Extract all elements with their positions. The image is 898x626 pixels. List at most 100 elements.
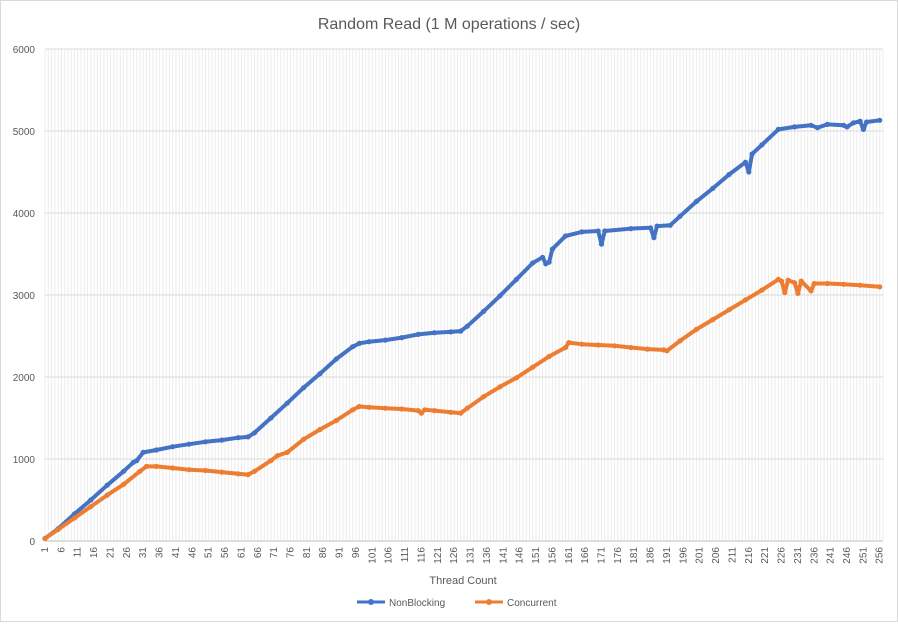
chart-title: Random Read (1 M operations / sec): [318, 16, 580, 33]
data-point-nonblocking: [693, 198, 700, 205]
data-point-concurrent: [795, 290, 801, 296]
data-point-nonblocking: [595, 228, 601, 234]
data-point-concurrent: [366, 404, 372, 410]
data-point-concurrent: [710, 317, 716, 323]
y-tick-label: 3000: [13, 291, 36, 302]
x-tick-label: 226: [777, 547, 788, 564]
data-point-nonblocking: [219, 437, 225, 443]
data-point-concurrent: [595, 342, 601, 348]
x-axis-ticks: 1 6 11 16 21 26 31 36 41 46 51 56 61 66 71 76 81 86 91 96 10…: [40, 547, 886, 564]
data-point-concurrent: [808, 288, 814, 294]
legend-swatch-marker: [368, 599, 374, 605]
data-point-concurrent: [481, 394, 487, 400]
x-tick-label: 131: [466, 547, 477, 564]
y-tick-label: 1000: [13, 455, 36, 466]
data-point-nonblocking: [268, 415, 274, 421]
data-point-concurrent: [186, 467, 192, 473]
data-point-nonblocking: [415, 331, 421, 337]
data-point-nonblocking: [431, 330, 438, 336]
x-tick-label: 46: [187, 547, 198, 559]
x-tick-label: 66: [253, 547, 264, 559]
data-point-concurrent: [612, 343, 618, 349]
data-point-concurrent: [798, 278, 804, 284]
x-tick-label: 51: [204, 547, 215, 559]
x-tick-label: 151: [531, 547, 542, 564]
data-point-concurrent: [546, 353, 552, 360]
data-point-nonblocking: [235, 435, 241, 441]
data-point-nonblocking: [877, 117, 883, 123]
data-point-concurrent: [513, 375, 520, 381]
x-tick-label: 206: [711, 547, 722, 564]
data-point-nonblocking: [202, 439, 208, 445]
data-point-concurrent: [448, 409, 454, 415]
data-point-concurrent: [562, 344, 569, 351]
data-point-nonblocking: [562, 233, 569, 239]
data-point-nonblocking: [824, 121, 831, 127]
data-point-concurrent: [759, 287, 765, 293]
x-tick-label: 101: [367, 547, 378, 564]
data-point-nonblocking: [857, 118, 863, 124]
data-point-concurrent: [274, 453, 280, 459]
data-point-nonblocking: [850, 120, 857, 126]
data-point-concurrent: [418, 410, 424, 416]
data-point-nonblocking: [530, 260, 536, 266]
x-tick-label: 191: [662, 547, 673, 564]
x-tick-label: 171: [596, 547, 607, 564]
data-point-nonblocking: [186, 441, 192, 447]
data-point-concurrent: [143, 463, 150, 469]
data-point-concurrent: [88, 504, 94, 510]
data-point-nonblocking: [458, 328, 464, 334]
data-point-concurrent: [644, 346, 650, 352]
x-tick-label: 256: [875, 547, 886, 564]
x-tick-label: 81: [302, 547, 313, 559]
x-tick-label: 156: [547, 547, 558, 564]
data-point-nonblocking: [775, 126, 781, 132]
data-point-nonblocking: [121, 468, 127, 474]
data-point-concurrent: [382, 405, 388, 411]
legend-label: NonBlocking: [389, 598, 445, 609]
data-point-nonblocking: [710, 185, 716, 191]
data-point-concurrent: [497, 384, 503, 390]
data-point-nonblocking: [448, 329, 454, 335]
data-point-nonblocking: [245, 434, 251, 440]
x-tick-label: 71: [269, 547, 280, 559]
data-point-nonblocking: [301, 385, 307, 391]
data-point-nonblocking: [579, 229, 585, 235]
y-tick-label: 2000: [13, 373, 36, 384]
data-point-concurrent: [628, 344, 634, 351]
x-axis-title: Thread Count: [429, 575, 496, 587]
data-point-concurrent: [251, 468, 258, 474]
y-axis-ticks: 0 1000 2000 3000 4000 5000 6000: [13, 45, 36, 548]
data-point-concurrent: [579, 341, 585, 347]
x-tick-label: 221: [760, 547, 771, 564]
data-point-nonblocking: [88, 497, 94, 503]
data-point-concurrent: [778, 278, 785, 284]
x-tick-label: 1: [40, 547, 51, 553]
data-point-nonblocking: [481, 308, 487, 314]
x-tick-label: 216: [744, 547, 755, 564]
data-point-concurrent: [422, 407, 428, 413]
data-point-nonblocking: [170, 444, 176, 450]
x-tick-label: 166: [580, 547, 591, 564]
x-tick-label: 236: [809, 547, 820, 564]
data-point-nonblocking: [746, 169, 752, 175]
data-point-nonblocking: [602, 228, 608, 234]
x-tick-label: 251: [858, 547, 869, 564]
x-tick-label: 181: [629, 547, 640, 564]
data-point-concurrent: [566, 340, 572, 346]
x-tick-label: 61: [236, 547, 247, 559]
data-point-concurrent: [726, 307, 732, 313]
data-point-concurrent: [857, 282, 863, 288]
data-point-nonblocking: [464, 323, 470, 329]
x-tick-label: 31: [138, 547, 149, 559]
data-point-nonblocking: [153, 447, 159, 453]
legend: NonBlocking Concurrent: [357, 598, 557, 609]
data-point-concurrent: [333, 417, 339, 424]
x-tick-label: 86: [318, 547, 329, 559]
data-point-nonblocking: [333, 356, 339, 362]
data-point-concurrent: [664, 348, 670, 354]
x-tick-label: 106: [384, 547, 395, 564]
data-point-concurrent: [153, 463, 159, 469]
data-point-concurrent: [42, 535, 48, 542]
